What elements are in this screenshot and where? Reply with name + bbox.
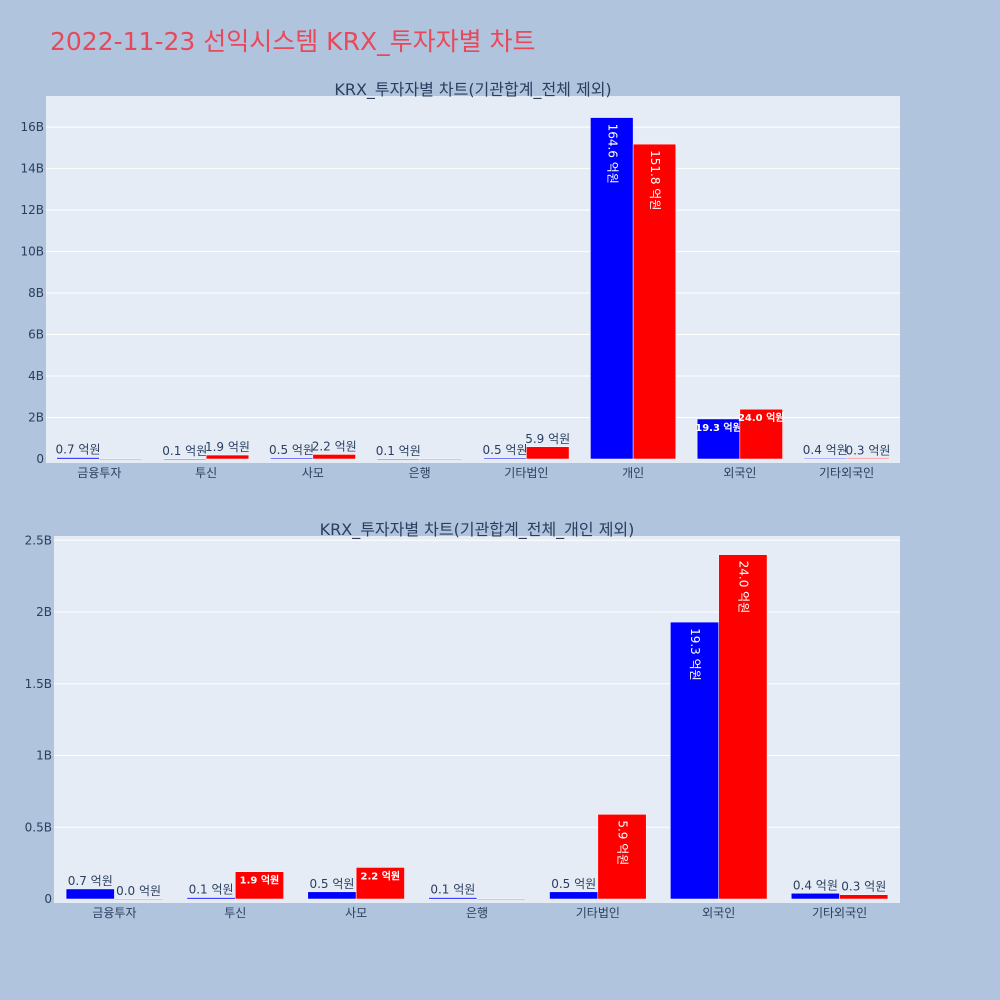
data-label: 0.5 억원 bbox=[483, 443, 528, 457]
y-tick-label: 4B bbox=[28, 369, 44, 383]
data-label: 0.3 억원 bbox=[841, 880, 886, 894]
data-label: 1.9 억원 bbox=[205, 440, 250, 454]
bar[interactable] bbox=[312, 454, 356, 460]
x-tick-label: 기타법인 bbox=[504, 466, 548, 480]
bar[interactable] bbox=[355, 867, 405, 900]
data-label: 19.3 억원 bbox=[688, 628, 702, 681]
data-label: 19.3 억원 bbox=[695, 421, 742, 434]
data-label: 0.1 억원 bbox=[189, 883, 234, 897]
y-tick-label: 0 bbox=[36, 452, 44, 466]
data-label: 0.3 억원 bbox=[845, 443, 890, 457]
bar[interactable] bbox=[205, 454, 250, 460]
data-label: 0.5 억원 bbox=[269, 443, 314, 457]
y-tick-label: 2B bbox=[28, 411, 44, 425]
y-tick-label: 10B bbox=[20, 245, 44, 259]
data-label: 0.7 억원 bbox=[56, 443, 101, 457]
data-label: 164.6 억원 bbox=[605, 124, 619, 184]
bar[interactable] bbox=[632, 143, 677, 460]
data-label: 0.5 억원 bbox=[309, 877, 354, 891]
data-label: 0.1 억원 bbox=[376, 444, 421, 458]
data-label: 2.2 억원 bbox=[361, 869, 401, 882]
bar[interactable] bbox=[670, 621, 719, 900]
data-label: 0.7 억원 bbox=[68, 874, 113, 888]
x-tick-label: 금융투자 bbox=[92, 906, 136, 920]
plot-area bbox=[54, 536, 900, 903]
x-tick-label: 사모 bbox=[345, 906, 367, 920]
data-label: 5.9 억원 bbox=[525, 432, 570, 446]
bar[interactable] bbox=[186, 897, 236, 900]
bar[interactable] bbox=[419, 458, 463, 461]
chart-title: KRX_투자자별 차트(기관합계_전체_개인 제외) bbox=[320, 520, 635, 540]
y-tick-label: 16B bbox=[20, 120, 44, 134]
chart-2: 0 0.5B 1B 1.5B 2B 2.5B KRX_투자자별 차트(기관합계_전체_개인 … bbox=[25, 520, 900, 920]
bar[interactable] bbox=[590, 117, 634, 460]
bar[interactable] bbox=[696, 418, 741, 460]
y-tick-label: 2B bbox=[36, 605, 52, 619]
bar[interactable] bbox=[483, 457, 527, 460]
x-tick-label: 개인 bbox=[622, 466, 644, 480]
data-label: 24.0 억원 bbox=[738, 411, 785, 424]
bar[interactable] bbox=[526, 446, 570, 460]
y-tick-label: 1.5B bbox=[25, 677, 52, 691]
bar[interactable] bbox=[803, 457, 847, 460]
bar[interactable] bbox=[476, 898, 526, 901]
bar[interactable] bbox=[597, 814, 647, 900]
x-tick-label: 외국인 bbox=[723, 466, 756, 480]
bar[interactable] bbox=[376, 458, 420, 460]
x-tick-label: 투신 bbox=[195, 466, 217, 480]
data-label: 151.8 억원 bbox=[648, 150, 662, 210]
y-tick-label: 6B bbox=[28, 328, 44, 342]
x-tick-label: 기타외국인 bbox=[819, 466, 874, 480]
y-tick-label: 0 bbox=[44, 892, 52, 906]
plot-area bbox=[46, 96, 900, 463]
x-tick-label: 기타법인 bbox=[576, 906, 620, 920]
y-tick-label: 2.5B bbox=[25, 533, 52, 547]
bar[interactable] bbox=[549, 891, 599, 900]
data-label: 0.0 억원 bbox=[116, 884, 161, 898]
y-tick-label: 8B bbox=[28, 286, 44, 300]
bar[interactable] bbox=[163, 458, 207, 460]
bar[interactable] bbox=[790, 893, 840, 900]
data-label: 0.5 억원 bbox=[551, 877, 596, 891]
x-tick-label: 은행 bbox=[409, 465, 431, 480]
x-tick-label: 사모 bbox=[302, 466, 324, 480]
chart-title: KRX_투자자별 차트(기관합계_전체 제외) bbox=[334, 80, 611, 100]
bar[interactable] bbox=[114, 898, 164, 901]
y-tick-label: 1B bbox=[36, 749, 52, 763]
data-label: 0.4 억원 bbox=[803, 443, 848, 457]
bar[interactable] bbox=[846, 458, 890, 460]
bar[interactable] bbox=[65, 888, 115, 900]
data-label: 0.1 억원 bbox=[162, 444, 207, 458]
bar[interactable] bbox=[718, 554, 768, 900]
data-label: 24.0 억원 bbox=[736, 561, 750, 614]
bar[interactable] bbox=[739, 408, 783, 460]
y-tick-label: 14B bbox=[20, 162, 44, 176]
chart-1: 0 2B 4B 6B 8B 10B 12B 14B 16B KRX_투자자별 차트(기관합계_전체… bbox=[20, 80, 900, 480]
data-label: 5.9 억원 bbox=[616, 820, 630, 865]
x-tick-label: 은행 bbox=[466, 905, 488, 920]
x-tick-label: 금융투자 bbox=[77, 466, 121, 480]
x-tick-label: 외국인 bbox=[702, 906, 735, 920]
y-tick-label: 0.5B bbox=[25, 820, 52, 834]
data-label: 0.4 억원 bbox=[793, 878, 838, 892]
bar[interactable] bbox=[428, 897, 478, 900]
data-label: 1.9 억원 bbox=[240, 874, 280, 887]
bar[interactable] bbox=[269, 457, 314, 460]
data-label: 2.2 억원 bbox=[312, 439, 357, 453]
y-tick-label: 12B bbox=[20, 203, 44, 217]
bar[interactable] bbox=[99, 458, 143, 461]
bar[interactable] bbox=[235, 871, 284, 900]
x-tick-label: 기타외국인 bbox=[812, 906, 867, 920]
x-tick-label: 투신 bbox=[224, 906, 246, 920]
bar[interactable] bbox=[307, 891, 357, 900]
bar[interactable] bbox=[839, 894, 889, 900]
bar[interactable] bbox=[56, 457, 100, 460]
page-title: 2022-11-23 선익시스템 KRX_투자자별 차트 bbox=[50, 27, 536, 56]
data-label: 0.1 억원 bbox=[430, 883, 475, 897]
